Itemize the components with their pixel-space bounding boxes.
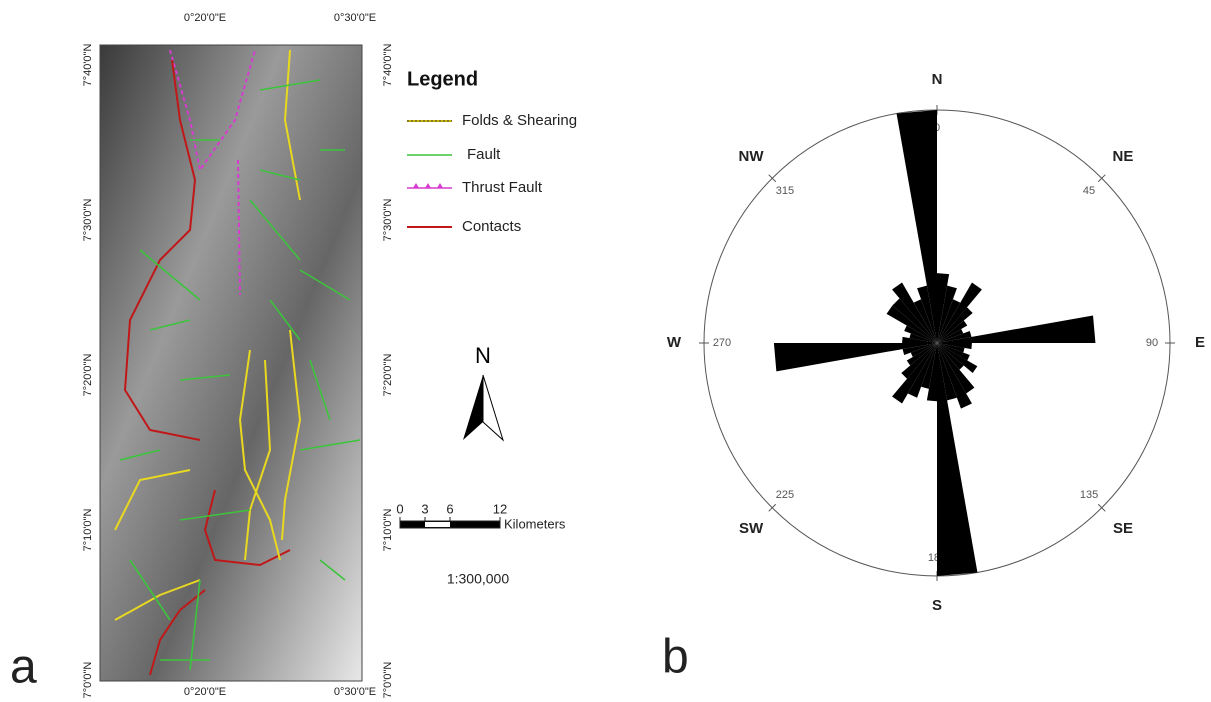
panel-label: a [10,641,37,694]
scale-tick-label: 6 [446,501,453,516]
lon-label: 0°30'0"E [334,12,376,24]
direction-label: NE [1113,148,1134,165]
north-arrow [463,375,503,440]
lat-label: 7°40'0"N [382,44,394,87]
legend-title: Legend [407,68,478,90]
lat-label: 7°20'0"N [82,354,94,397]
angle-tick-label: 45 [1083,185,1095,197]
legend-item: Folds & Shearing [462,112,577,129]
direction-label: S [932,597,942,614]
lon-label: 0°20'0"E [184,12,226,24]
lat-label: 7°0'0"N [382,662,394,699]
scale-tick-label: 12 [493,501,507,516]
figure: 0N45NE90E135SE180S225SW270W315NW ab0°20'… [0,0,1211,702]
angle-tick-label: 270 [713,337,731,349]
scale-unit: Kilometers [504,516,566,531]
lat-label: 7°30'0"N [82,199,94,242]
angle-tick-label: 90 [1146,337,1158,349]
lat-label: 7°0'0"N [82,662,94,699]
scale-tick-label: 3 [421,501,428,516]
legend-item: Contacts [462,218,521,235]
direction-label: NW [739,148,765,165]
lon-label: 0°30'0"E [334,686,376,698]
legend-item: Thrust Fault [462,179,543,196]
direction-label: SW [739,520,764,537]
lat-label: 7°30'0"N [382,199,394,242]
panel-label: b [662,631,689,684]
lon-label: 0°20'0"E [184,686,226,698]
north-label: N [475,343,491,368]
lat-label: 7°40'0"N [82,44,94,87]
legend-item: Fault [467,146,501,163]
angle-tick-label: 135 [1080,489,1098,501]
hillshade [100,45,362,681]
lat-label: 7°10'0"N [382,509,394,552]
scale-tick-label: 0 [396,501,403,516]
direction-label: W [667,334,682,351]
lat-label: 7°10'0"N [82,509,94,552]
lat-label: 7°20'0"N [382,354,394,397]
angle-tick-label: 315 [776,185,794,197]
map-panel [100,45,503,681]
scale-bar [400,521,500,528]
angle-tick-label: 225 [776,489,794,501]
direction-label: SE [1113,520,1133,537]
direction-label: E [1195,334,1205,351]
scale-ratio: 1:300,000 [447,571,509,587]
direction-label: N [932,71,943,88]
rose-panel: 0N45NE90E135SE180S225SW270W315NW [667,71,1205,614]
legend-symbols [407,121,452,227]
